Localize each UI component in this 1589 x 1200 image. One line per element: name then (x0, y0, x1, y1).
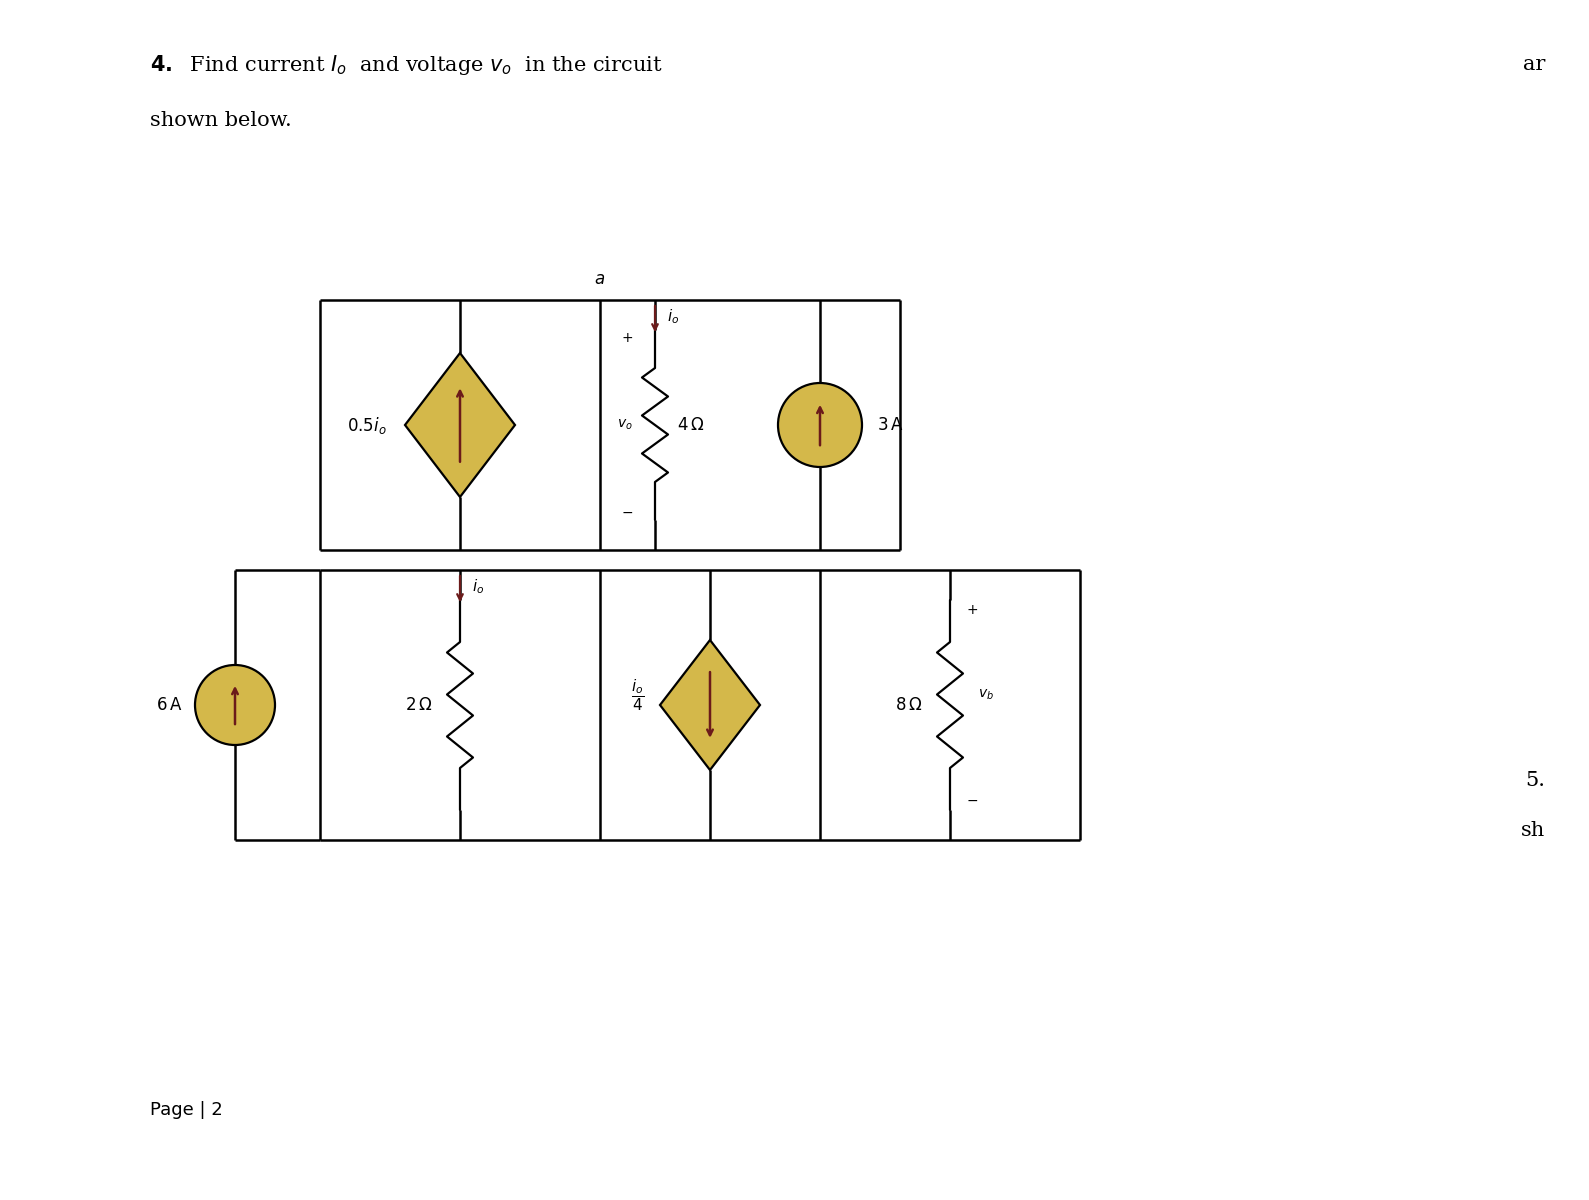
Text: $0.5i_o$: $0.5i_o$ (348, 414, 388, 436)
Text: $8\,\Omega$: $8\,\Omega$ (895, 696, 922, 714)
Text: $i_o$: $i_o$ (472, 577, 485, 596)
Text: $i_o$: $i_o$ (667, 307, 679, 326)
Circle shape (779, 383, 861, 467)
Text: $+$: $+$ (621, 331, 632, 346)
Text: Page | 2: Page | 2 (149, 1102, 222, 1118)
Text: $-$: $-$ (621, 505, 632, 518)
Text: $2\,\Omega$: $2\,\Omega$ (405, 696, 432, 714)
Text: $v_b$: $v_b$ (977, 688, 995, 702)
Text: $\dfrac{i_o}{4}$: $\dfrac{i_o}{4}$ (631, 677, 644, 713)
Text: $a$: $a$ (594, 270, 605, 288)
Text: $4\,\Omega$: $4\,\Omega$ (677, 416, 704, 434)
Text: $3\,\mathrm{A}$: $3\,\mathrm{A}$ (877, 416, 904, 434)
Polygon shape (405, 353, 515, 497)
Text: $v_o$: $v_o$ (617, 418, 632, 432)
Text: $+$: $+$ (966, 602, 979, 617)
Text: $\mathbf{4.}$  Find current $I_o$  and voltage $v_o$  in the circuit: $\mathbf{4.}$ Find current $I_o$ and vol… (149, 53, 663, 77)
Text: $6\,\mathrm{A}$: $6\,\mathrm{A}$ (156, 696, 183, 714)
Text: ar: ar (1522, 55, 1545, 74)
Polygon shape (659, 640, 760, 770)
Text: shown below.: shown below. (149, 110, 292, 130)
Text: 5.: 5. (1525, 770, 1545, 790)
Text: $-$: $-$ (966, 793, 979, 806)
Circle shape (195, 665, 275, 745)
Text: sh: sh (1521, 821, 1545, 840)
